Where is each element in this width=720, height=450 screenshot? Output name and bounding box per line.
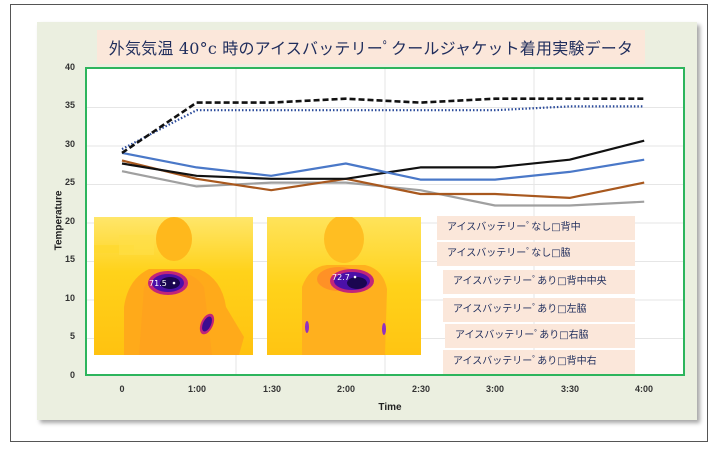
legend-item: アイスバッテリーﾟあり□左脇 — [443, 298, 635, 322]
y-tick: 0 — [69, 370, 75, 380]
temperature-reading: 72.7 — [332, 273, 350, 282]
chart-title: 外気気温 40°c 時のアイスバッテリーﾟクールジャケット着用実験データ — [108, 39, 634, 58]
legend-item: アイスバッテリーﾟあり□右脇 — [445, 324, 635, 348]
x-tick: 2:30 — [411, 384, 430, 394]
y-tick: 20 — [64, 216, 75, 226]
chart-title-box: 外気気温 40°c 時のアイスバッテリーﾟクールジャケット着用実験データ — [97, 30, 645, 64]
legend-item: アイスバッテリーﾟなし□脇 — [437, 242, 635, 266]
thermal-image-without-battery: 71.5 — [94, 217, 253, 355]
y-tick: 5 — [69, 331, 75, 341]
legend-item: アイスバッテリーﾟなし□背中 — [437, 216, 635, 240]
x-tick: 2:00 — [336, 384, 355, 394]
x-tick: 1:00 — [187, 384, 206, 394]
x-tick: 3:00 — [485, 384, 504, 394]
y-axis-label: Temperature — [53, 190, 65, 251]
y-tick: 25 — [64, 177, 75, 187]
series-line — [121, 105, 645, 151]
series-line — [121, 139, 645, 180]
x-tick: 0 — [119, 384, 125, 394]
legend-item: アイスバッテリーﾟあり□背中右 — [443, 350, 635, 374]
x-axis-label: Time — [378, 402, 402, 413]
legend-item: アイスバッテリーﾟあり□背中中央 — [443, 270, 635, 294]
x-tick: 3:30 — [560, 384, 579, 394]
y-tick: 30 — [64, 139, 75, 149]
series-line — [121, 97, 645, 154]
y-tick: 10 — [64, 293, 75, 303]
y-tick: 40 — [64, 62, 75, 72]
series-line — [121, 159, 645, 199]
x-tick: 1:30 — [262, 384, 281, 394]
y-tick: 15 — [64, 254, 75, 264]
thermal-image-with-battery: 72.7 — [267, 217, 421, 355]
y-tick: 35 — [64, 100, 75, 110]
temperature-reading: 71.5 — [149, 279, 167, 288]
x-tick: 4:00 — [634, 384, 653, 394]
series-line — [121, 151, 645, 181]
legend: アイスバッテリーﾟなし□背中 アイスバッテリーﾟなし□脇 アイスバッテリーﾟあり… — [437, 212, 642, 374]
